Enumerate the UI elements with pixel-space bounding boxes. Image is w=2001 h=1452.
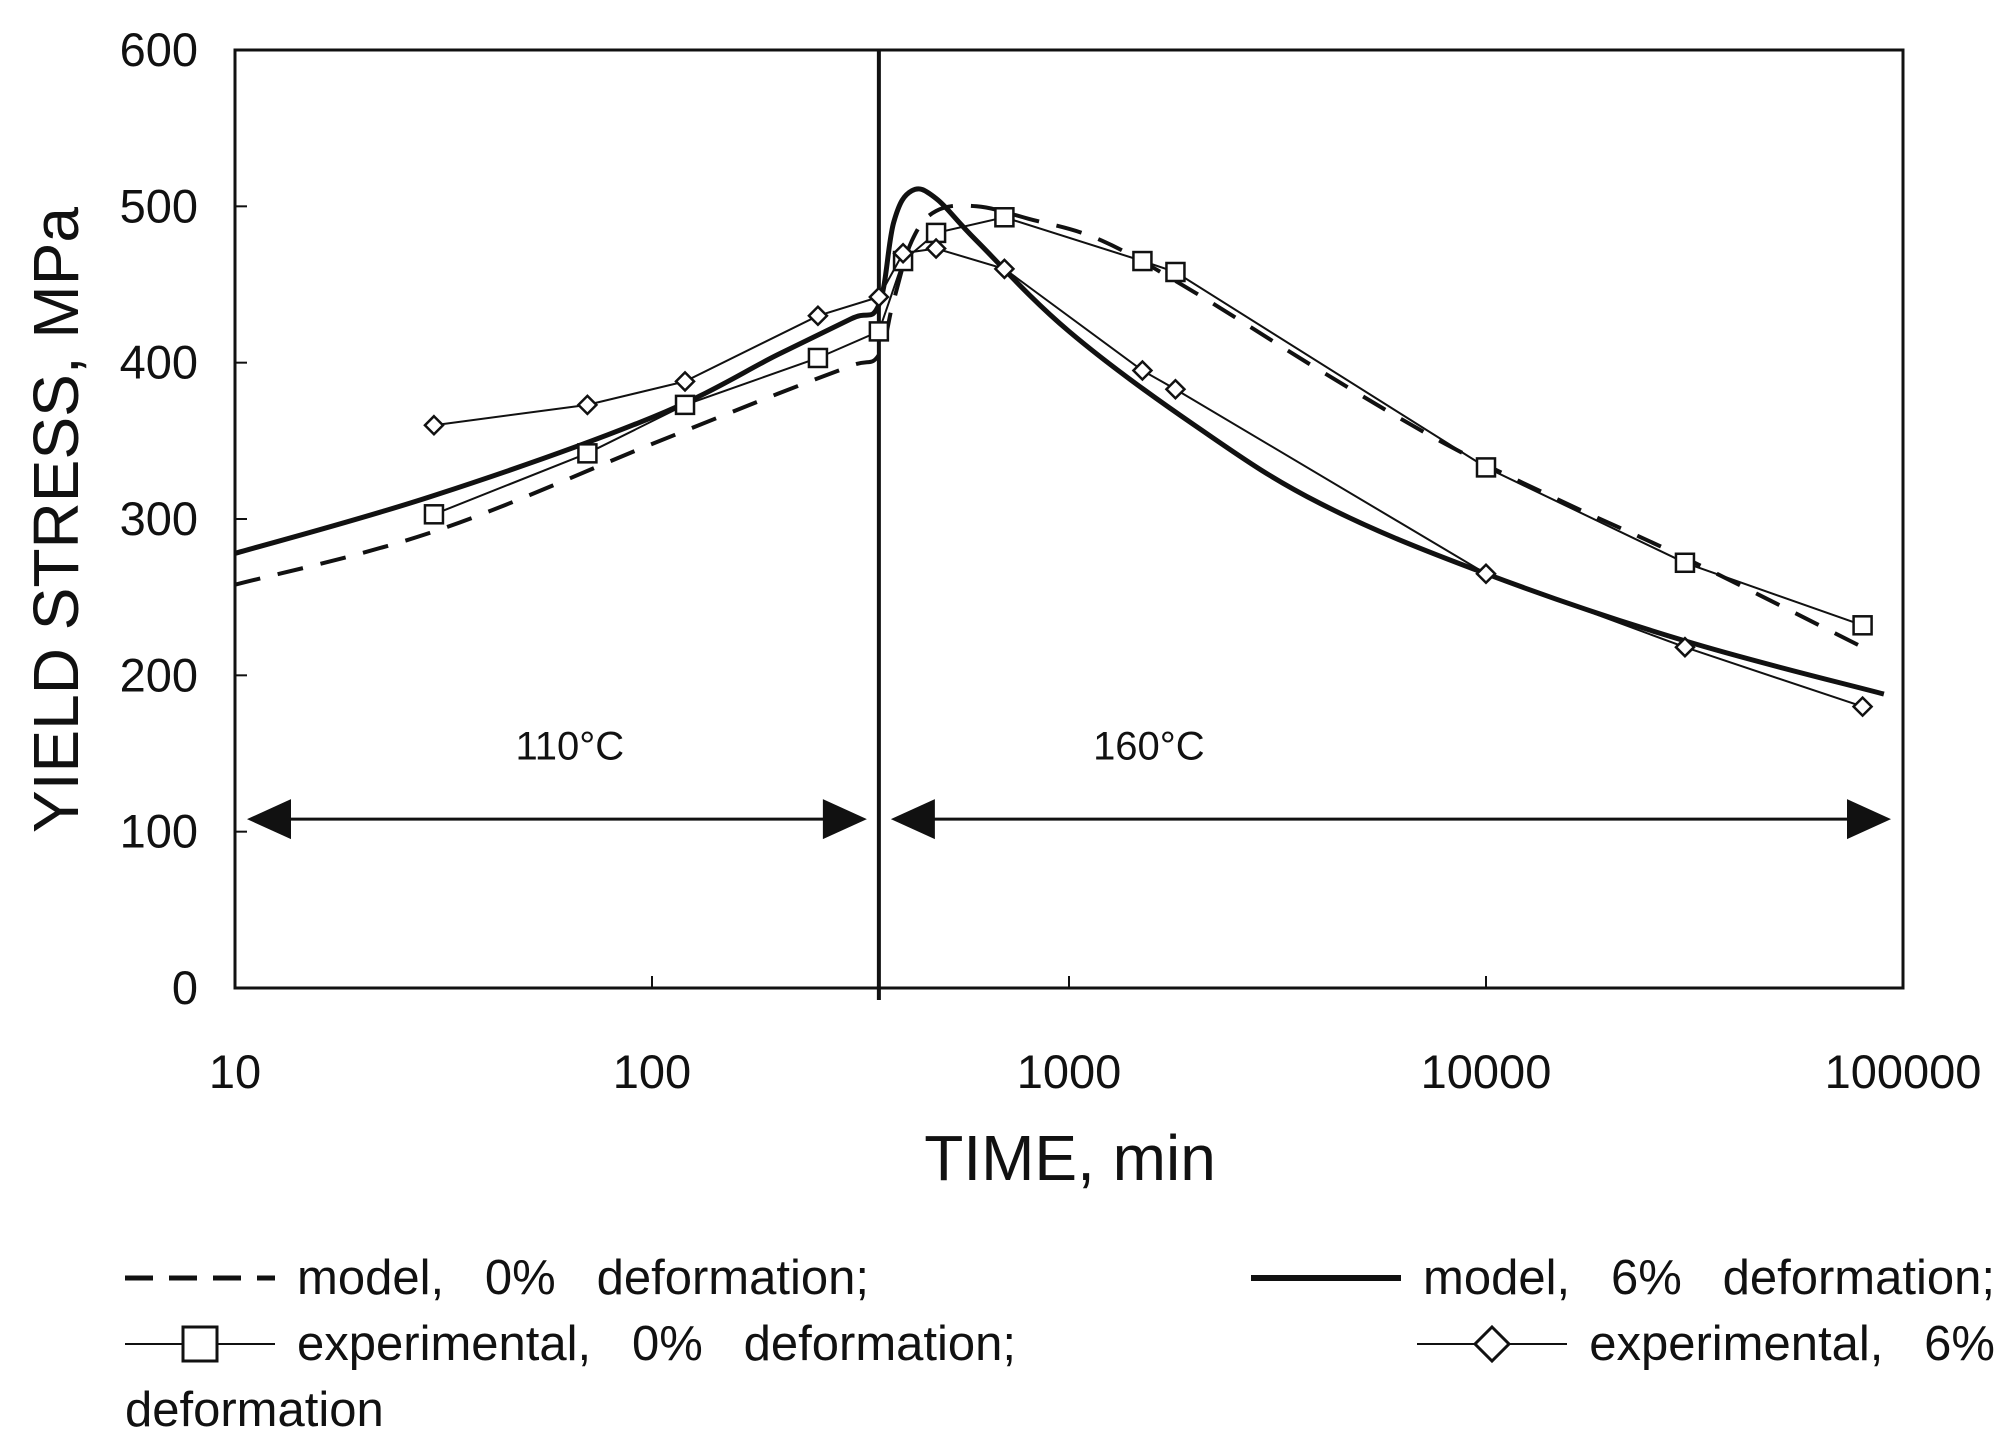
y-tick-label-2: 200 (120, 648, 198, 701)
x-tick-label-1: 100 (613, 1045, 691, 1098)
region-arrow-head-left-0 (247, 799, 291, 840)
data-point-experimental-0-deformation-4 (868, 321, 890, 342)
y-axis-title: YIELD STRESS, MPa (20, 207, 92, 833)
series-line-model-0-deformation (234, 203, 1864, 649)
region-label-0: 110°C (515, 725, 624, 769)
y-tick-label-0: 0 (172, 961, 198, 1014)
y-tick-label-5: 500 (120, 179, 198, 232)
legend-label-exp-0: experimental, 0% deformation; (297, 1317, 1017, 1371)
series-group (234, 186, 1885, 718)
data-point-experimental-6-deformation-2 (674, 370, 696, 393)
data-point-experimental-6-deformation-9 (1164, 378, 1187, 401)
x-axis-title: TIME, min (924, 1122, 1216, 1194)
data-point-experimental-6-deformation-6 (925, 237, 947, 260)
legend: model, 0% deformation; model, 6% deforma… (125, 1245, 1995, 1443)
plot-frame (233, 48, 1905, 990)
x-tick-labels: 10 100 1000 10000 100000 (209, 1045, 1982, 1098)
data-point-experimental-6-deformation-0 (423, 414, 445, 436)
data-point-experimental-0-deformation-1 (577, 443, 598, 464)
temperature-regions: 110°C 160°C (247, 725, 1891, 840)
data-point-experimental-0-deformation-12 (1852, 615, 1873, 636)
legend-row-1: model, 0% deformation; model, 6% deforma… (125, 1245, 1995, 1311)
data-point-experimental-6-deformation-11 (1674, 636, 1696, 658)
data-point-experimental-0-deformation-9 (1165, 261, 1186, 283)
y-tick-label-1: 100 (120, 805, 198, 858)
y-tick-label-3: 300 (120, 492, 198, 545)
data-point-experimental-0-deformation-3 (807, 347, 829, 369)
data-point-experimental-6-deformation-7 (993, 258, 1016, 280)
data-point-experimental-0-deformation-2 (674, 394, 696, 416)
legend-label-exp-6: experimental, 6% (1589, 1317, 1995, 1371)
series-line-experimental-6-deformation (433, 247, 1863, 708)
data-point-experimental-6-deformation-10 (1475, 562, 1497, 585)
diamond-marker-icon (1417, 1324, 1568, 1364)
data-point-experimental-0-deformation-8 (1132, 250, 1153, 272)
legend-item-model-6: model, 6% deformation; (1251, 1245, 1995, 1311)
data-point-experimental-6-deformation-3 (807, 304, 829, 327)
data-point-experimental-6-deformation-8 (1131, 359, 1154, 382)
legend-row-3: deformation (125, 1377, 1995, 1443)
x-tick-label-4: 100000 (1825, 1045, 1982, 1098)
legend-label-exp-6-continued: deformation (125, 1383, 384, 1437)
region-arrow-head-right-0 (822, 799, 867, 840)
x-tick-label-3: 10000 (1421, 1045, 1552, 1098)
tick-marks (234, 49, 1904, 989)
region-arrow-head-left-1 (890, 799, 935, 840)
x-tick-label-0: 10 (209, 1045, 261, 1098)
region-arrow-head-right-1 (1847, 799, 1891, 840)
solid-line-icon (1251, 1275, 1402, 1281)
square-marker-icon (125, 1325, 275, 1363)
series-line-model-6-deformation (234, 186, 1885, 697)
y-tick-labels: 0 100 200 300 400 500 600 (120, 23, 198, 1014)
data-point-experimental-0-deformation-11 (1674, 552, 1696, 574)
y-tick-label-6: 600 (120, 23, 198, 76)
data-point-experimental-6-deformation-1 (576, 394, 599, 416)
data-point-experimental-0-deformation-7 (994, 207, 1015, 228)
legend-item-model-0: model, 0% deformation; (125, 1245, 869, 1311)
legend-item-exp-6: experimental, 6% (1417, 1311, 1995, 1377)
legend-label-model-6: model, 6% deformation; (1423, 1251, 1995, 1305)
legend-label-model-0: model, 0% deformation; (297, 1251, 869, 1305)
data-point-experimental-6-deformation-5 (892, 242, 914, 265)
dashed-line-icon (125, 1275, 275, 1281)
region-label-1: 160°C (1093, 725, 1205, 769)
data-point-experimental-0-deformation-0 (423, 504, 445, 525)
x-tick-label-2: 1000 (1017, 1045, 1122, 1098)
legend-item-exp-0: experimental, 0% deformation; (125, 1311, 1016, 1377)
data-point-experimental-0-deformation-10 (1475, 457, 1497, 478)
data-point-experimental-6-deformation-12 (1851, 695, 1874, 718)
y-tick-label-4: 400 (120, 336, 198, 389)
data-point-experimental-6-deformation-4 (868, 286, 890, 308)
chart: 10 100 1000 10000 100000 0 100 200 300 400 500 600… (20, 23, 1982, 1194)
legend-row-2: experimental, 0% deformation; experiment… (125, 1311, 1995, 1377)
